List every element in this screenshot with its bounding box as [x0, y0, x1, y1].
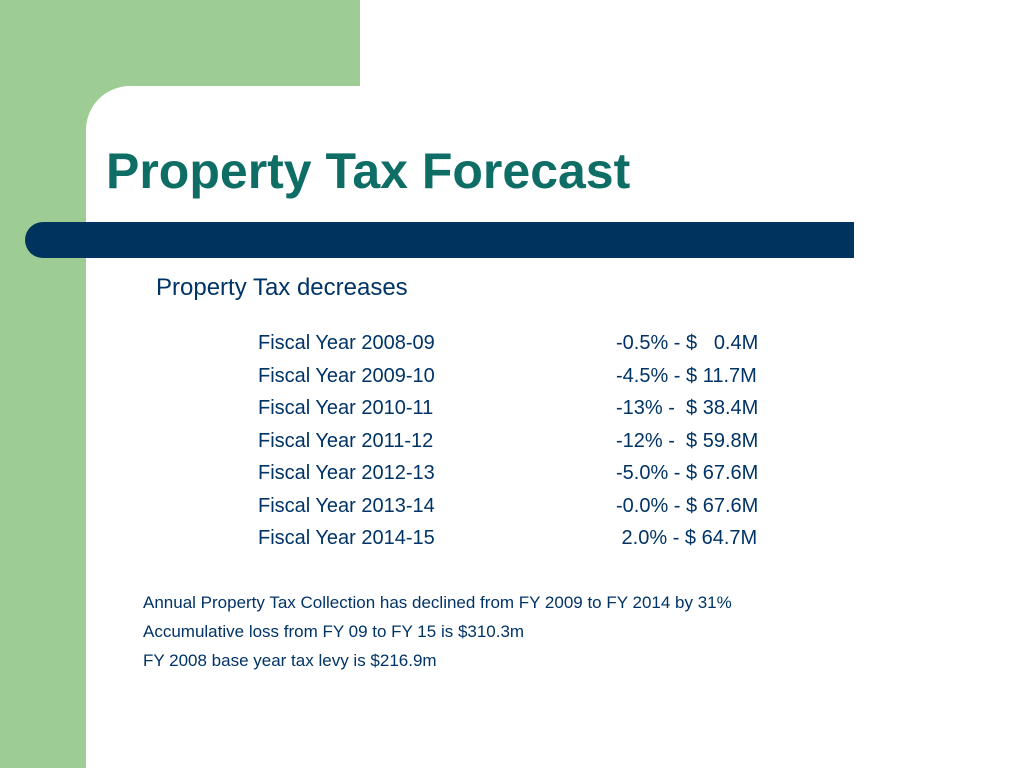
fiscal-year-label: Fiscal Year 2012-13	[258, 462, 435, 484]
fiscal-year-change: -4.5% - $ 11.7M	[616, 364, 757, 387]
fiscal-year-change: -12% - $ 59.8M	[616, 429, 759, 452]
fiscal-year-change: -0.5% - $ 0.4M	[616, 332, 759, 354]
fiscal-year-change: 2.0% - $ 64.7M	[616, 527, 758, 549]
fiscal-year-row: Fiscal Year 2014-15 2.0% - $ 64.7M	[258, 522, 818, 555]
fiscal-year-row: Fiscal Year 2011-12 -12% - $ 59.8M	[258, 425, 818, 458]
summary-note: Annual Property Tax Collection has decli…	[143, 593, 732, 612]
green-side-strip	[0, 86, 86, 768]
section-subtitle: Property Tax decreases	[156, 274, 408, 301]
fiscal-year-label: Fiscal Year 2008-09	[258, 332, 435, 354]
fiscal-year-row: Fiscal Year 2008-09 -0.5% - $ 0.4M	[258, 327, 818, 360]
fiscal-year-label: Fiscal Year 2011-12	[258, 429, 434, 452]
fiscal-year-label: Fiscal Year 2009-10	[258, 364, 435, 387]
summary-note: Accumulative loss from FY 09 to FY 15 is…	[143, 622, 525, 641]
fiscal-year-row: Fiscal Year 2013-14 -0.0% - $ 67.6M	[258, 490, 818, 523]
fiscal-year-label: Fiscal Year 2013-14	[258, 494, 435, 517]
summary-notes: Annual Property Tax Collection has decli…	[143, 588, 732, 675]
summary-note: FY 2008 base year tax levy is $216.9m	[143, 651, 437, 670]
fiscal-year-label: Fiscal Year 2010-11	[258, 397, 434, 419]
slide-title: Property Tax Forecast	[106, 143, 631, 199]
fiscal-year-row: Fiscal Year 2010-11 -13% - $ 38.4M	[258, 392, 818, 425]
fiscal-year-change: -5.0% - $ 67.6M	[616, 462, 759, 484]
fiscal-year-label: Fiscal Year 2014-15	[258, 527, 435, 549]
title-divider-bar	[25, 222, 854, 258]
fiscal-year-change: -13% - $ 38.4M	[616, 397, 759, 419]
fiscal-year-list: Fiscal Year 2008-09 -0.5% - $ 0.4M Fisca…	[258, 327, 818, 555]
fiscal-year-change: -0.0% - $ 67.6M	[616, 494, 759, 517]
fiscal-year-row: Fiscal Year 2009-10 -4.5% - $ 11.7M	[258, 360, 818, 393]
content-panel	[86, 86, 1024, 768]
fiscal-year-row: Fiscal Year 2012-13 -5.0% - $ 67.6M	[258, 457, 818, 490]
